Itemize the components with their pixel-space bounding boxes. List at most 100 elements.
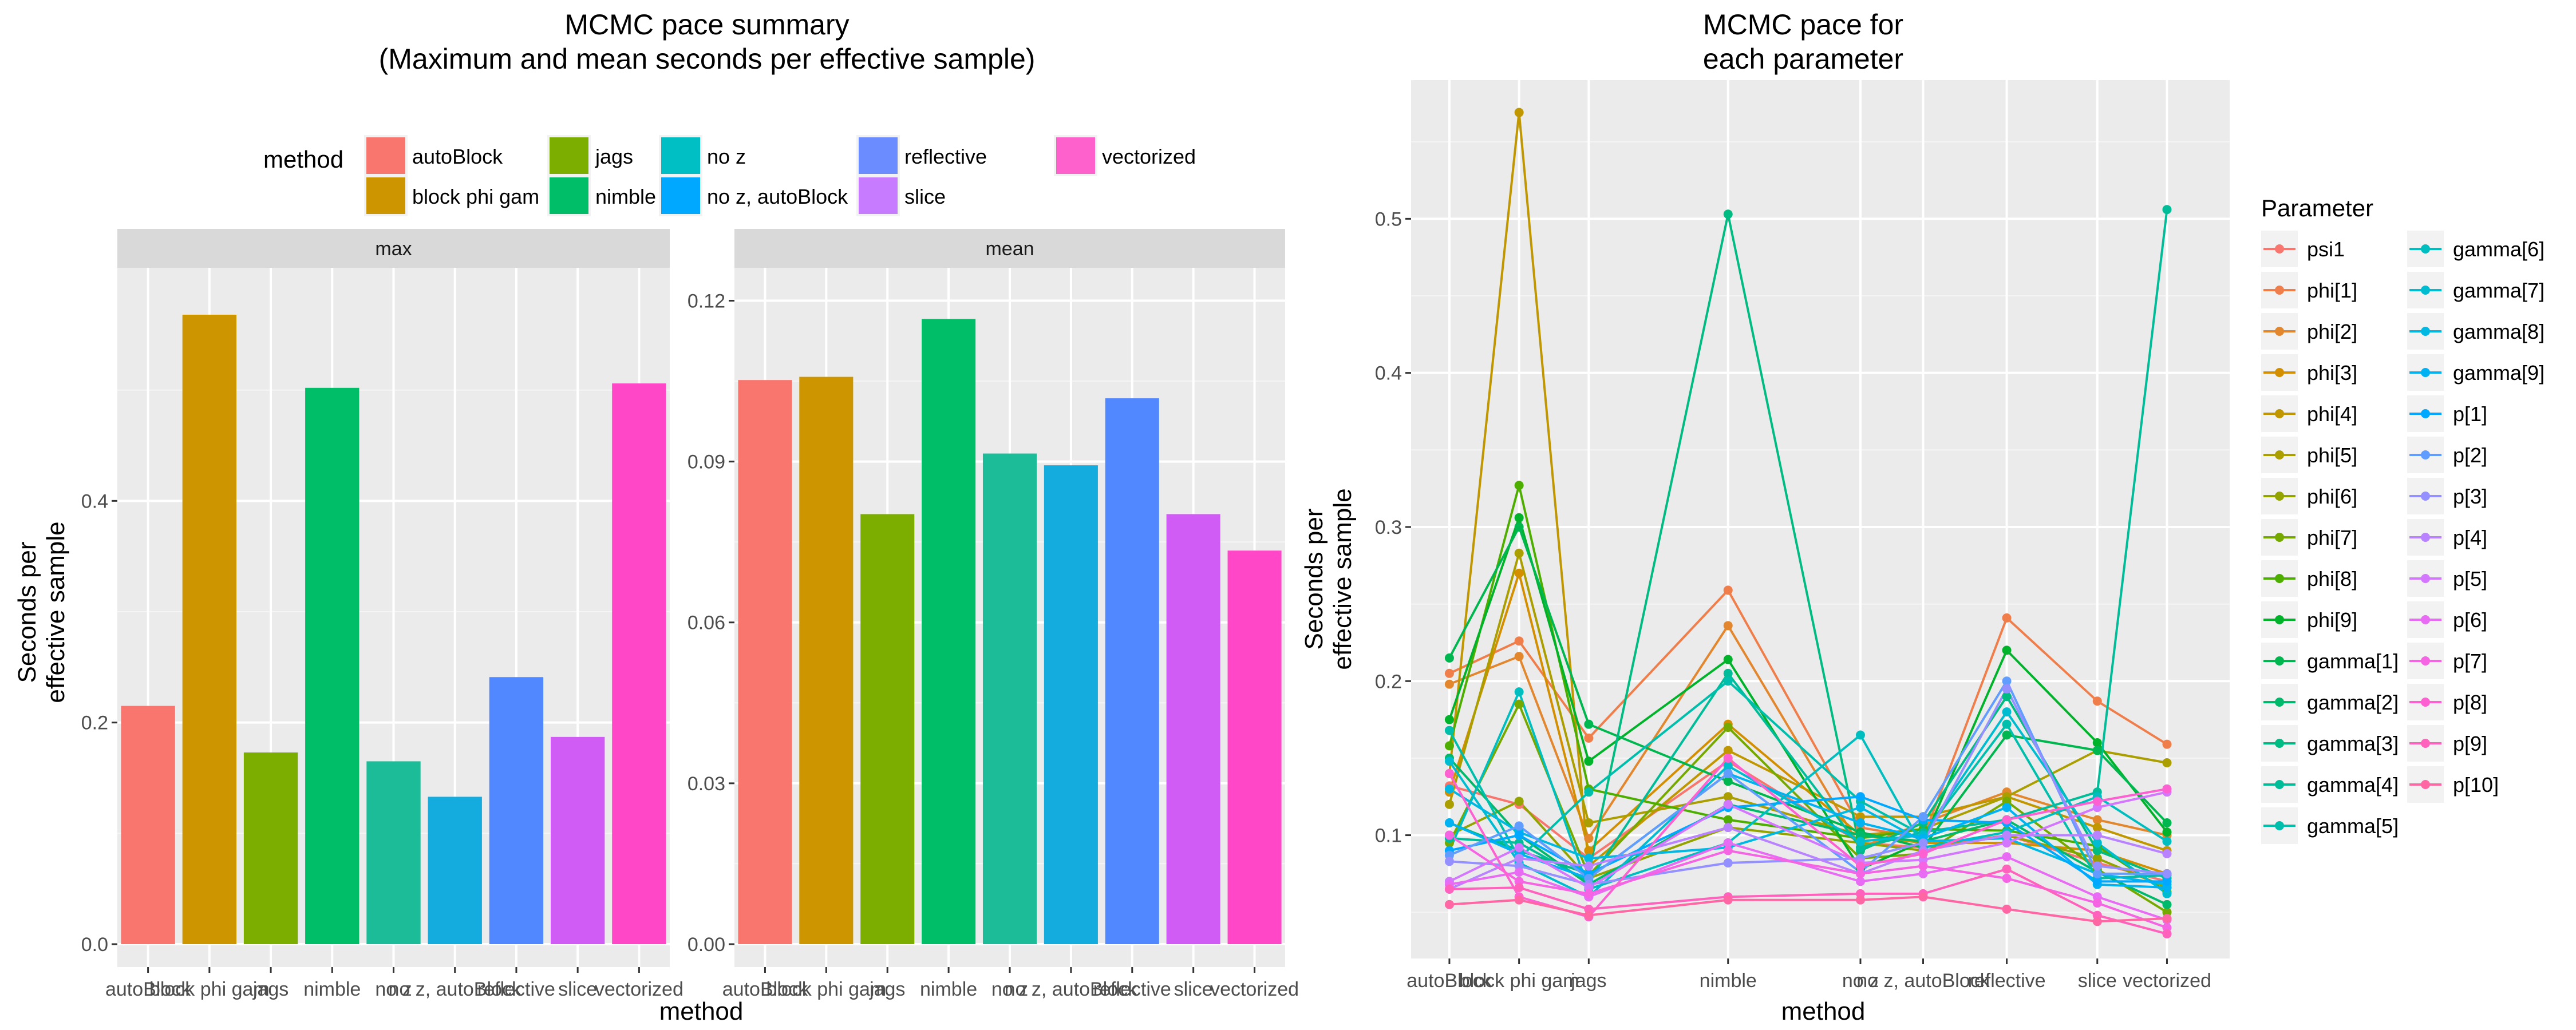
series-point-22-7 (2002, 684, 2012, 694)
series-point-15-7 (2002, 719, 2012, 729)
series-point-22-6 (1918, 838, 1928, 848)
series-point-22-8 (2092, 861, 2102, 871)
bar-max-2 (182, 314, 237, 944)
series-point-28-7 (2002, 864, 2012, 874)
legend-label-28: p[9] (2453, 732, 2487, 755)
legend-label-6: phi[5] (2307, 443, 2357, 467)
series-point-26-6 (1918, 861, 1928, 871)
x-tick-label: no z, autoBlock (388, 978, 521, 1000)
series-point-18-5 (1855, 803, 1865, 813)
series-point-25-7 (2002, 852, 2012, 862)
legend-label-4: nimble (595, 185, 656, 208)
parameter-legend: Parameter psi1 phi[1] phi[2] phi[3] phi[4] ph… (2261, 195, 2545, 844)
bar-mean-4 (922, 319, 976, 944)
series-point-22-4 (1723, 858, 1733, 868)
legend-label-13: gamma[3] (2307, 732, 2399, 755)
y-tick-label: 0.0 (81, 934, 108, 956)
legend-key-point-13 (2275, 739, 2284, 748)
series-point-6-1 (1444, 799, 1454, 809)
method-legend: method autoBlock block phi gam jags nimble n… (263, 135, 1196, 216)
x-tick-label: reflective (1968, 970, 2046, 992)
legend-key-point-26 (2421, 656, 2430, 665)
series-point-23-8 (2092, 830, 2102, 840)
legend-label-26: p[7] (2453, 649, 2487, 673)
series-point-24-7 (2002, 838, 2012, 848)
bar-max-4 (305, 387, 359, 944)
facet-strip-label: max (375, 238, 412, 260)
x-tick-label: no z, autoBlock (1005, 978, 1138, 1000)
series-point-5-4 (1723, 746, 1733, 755)
series-point-25-5 (1855, 877, 1865, 886)
series-point-7-8 (2092, 853, 2102, 863)
bar-chart-title: MCMC pace summary (564, 9, 849, 41)
series-point-27-6 (1918, 849, 1928, 858)
legend-key-point-22 (2421, 492, 2430, 501)
x-tick-label: slice (558, 978, 597, 1000)
series-point-14-9 (2162, 205, 2172, 215)
x-tick-label: vectorized (595, 978, 683, 1000)
series-point-29-7 (2002, 904, 2012, 914)
series-point-29-4 (1723, 895, 1733, 905)
legend-label-7: phi[6] (2307, 485, 2357, 508)
legend-key-point-11 (2275, 656, 2284, 665)
series-point-29-5 (1855, 895, 1865, 905)
legend-label-20: p[1] (2453, 402, 2487, 426)
series-point-10-1 (1444, 715, 1454, 724)
legend-label-27: p[8] (2453, 691, 2487, 714)
series-point-24-2 (1514, 843, 1524, 853)
legend-key-1 (366, 137, 405, 174)
series-point-29-3 (1584, 910, 1594, 920)
series-point-10-2 (1514, 513, 1524, 522)
series-point-27-8 (2092, 797, 2102, 806)
legend-key-point-6 (2275, 450, 2284, 459)
bar-max-8 (550, 736, 605, 944)
bar-mean-8 (1166, 514, 1220, 944)
series-point-17-5 (1855, 837, 1865, 846)
legend-key-5 (661, 137, 700, 174)
series-point-3-3 (1584, 833, 1594, 843)
bar-mean-5 (982, 453, 1037, 944)
series-point-23-7 (2002, 830, 2012, 840)
x-tick-label: block phi gam (1459, 970, 1579, 992)
series-point-26-1 (1444, 830, 1454, 840)
series-point-6-9 (2162, 758, 2172, 767)
series-point-2-9 (2162, 739, 2172, 749)
legend-key-point-9 (2275, 574, 2284, 583)
legend-key-point-4 (2275, 368, 2284, 377)
series-point-23-4 (1723, 823, 1733, 833)
series-point-29-1 (1444, 900, 1454, 909)
legend-label-22: p[3] (2453, 485, 2487, 508)
x-tick-label: jags (1570, 970, 1606, 992)
series-point-25-2 (1514, 867, 1524, 877)
series-point-23-9 (2162, 849, 2172, 858)
bar-chart-subtitle: (Maximum and mean seconds per effective … (379, 43, 1036, 75)
x-tick-label: autoBlock (722, 978, 808, 1000)
legend-label-8: phi[7] (2307, 526, 2357, 549)
legend-label-9: vectorized (1102, 145, 1196, 168)
series-point-20-8 (2092, 877, 2102, 886)
series-point-15-3 (1584, 787, 1594, 797)
series-point-11-4 (1723, 777, 1733, 786)
series-point-16-5 (1855, 730, 1865, 740)
series-point-2-4 (1723, 585, 1733, 595)
x-tick-label: no z, autoBlock (1856, 970, 1990, 992)
series-point-27-5 (1855, 861, 1865, 871)
series-point-19-1 (1444, 818, 1454, 828)
series-point-13-7 (2002, 692, 2012, 702)
series-point-14-4 (1723, 668, 1733, 678)
bar-mean-2 (799, 377, 854, 944)
series-point-6-4 (1723, 792, 1733, 802)
legend-key-point-3 (2275, 327, 2284, 336)
line-chart-y-label-line1: Seconds per (1300, 508, 1328, 649)
series-point-17-7 (2002, 707, 2012, 717)
legend-key-point-25 (2421, 615, 2430, 624)
series-point-13-4 (1723, 209, 1733, 219)
bar-chart-y-label-line2: effective sample (42, 521, 70, 703)
y-tick-label: 0.06 (688, 612, 725, 634)
y-tick-label: 0.4 (1375, 363, 1402, 385)
y-tick-label: 0.4 (81, 490, 108, 512)
legend-label-19: gamma[9] (2453, 361, 2545, 385)
series-point-19-7 (2002, 803, 2012, 813)
